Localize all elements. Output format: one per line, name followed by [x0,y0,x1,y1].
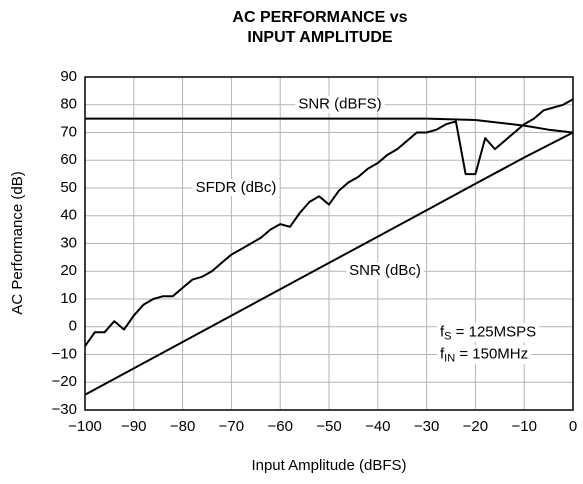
annotation-part: = 125MSPS [452,323,537,340]
x-tick-label: −80 [170,418,195,435]
x-tick-label: −40 [365,418,390,435]
x-tick-label: −30 [414,418,439,435]
y-tick-label: −30 [52,401,77,418]
label-background [192,178,280,196]
series-label: SFDR (dBc) [196,179,277,196]
series-line [85,117,574,134]
annotation-part: = 150MHz [455,345,528,362]
x-tick-label: −70 [219,418,244,435]
label-background [437,323,540,343]
annotation: fIN = 150MHz [440,345,528,364]
y-tick-label: 40 [60,207,77,224]
y-tick-label: −10 [52,345,77,362]
x-tick-label: −20 [463,418,488,435]
series-label: SNR (dBc) [349,262,421,279]
chart-title: AC PERFORMANCE vs [232,9,407,26]
series-label: SNR (dBFS) [298,96,381,113]
series-line [84,98,574,347]
y-tick-label: 70 [60,123,77,140]
y-tick-label: 80 [60,96,77,113]
chart-title: INPUT AMPLITUDE [247,29,393,46]
annotation: fS = 125MSPS [440,323,536,342]
label-background [437,345,532,365]
y-tick-label: 20 [60,262,77,279]
x-tick-label: −100 [68,418,102,435]
x-tick-label: 0 [569,418,577,435]
annotation-part: S [444,330,451,342]
x-axis-label: Input Amplitude (dBFS) [251,457,406,474]
y-tick-label: 0 [69,318,77,335]
plot-frame [84,76,574,411]
y-tick-label: 50 [60,179,77,196]
x-tick-label: −90 [121,418,146,435]
y-axis-label: AC Performance (dB) [9,171,26,314]
y-tick-label: 60 [60,151,77,168]
label-background [346,262,424,280]
annotation-part: f [440,345,445,362]
y-tick-label: 10 [60,290,77,307]
y-tick-label: 30 [60,234,77,251]
series-line [84,131,574,396]
label-background [295,95,385,113]
x-tick-label: −10 [511,418,536,435]
y-tick-label: −20 [52,373,77,390]
x-tick-label: −50 [316,418,341,435]
y-tick-label: 90 [60,68,77,85]
x-tick-label: −60 [267,418,292,435]
annotation-part: IN [444,352,455,364]
annotation-part: f [440,323,445,340]
